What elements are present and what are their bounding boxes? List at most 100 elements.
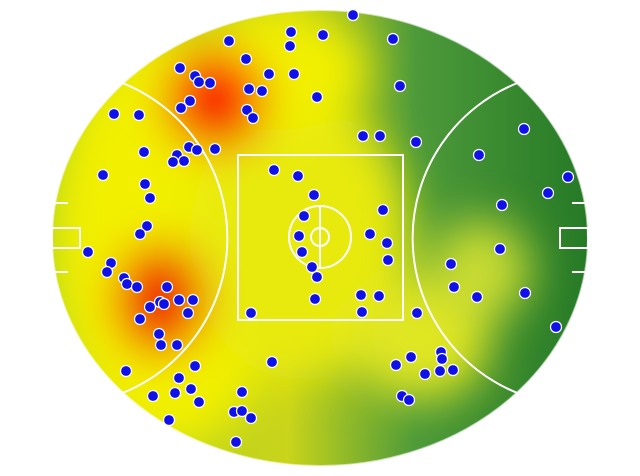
- point: [166, 155, 180, 169]
- point: [297, 209, 311, 223]
- field-lines: [51, 9, 589, 467]
- point: [229, 435, 243, 449]
- point: [354, 288, 368, 302]
- point: [310, 90, 324, 104]
- point: [262, 67, 276, 81]
- point: [190, 143, 204, 157]
- point: [137, 145, 151, 159]
- point: [255, 84, 269, 98]
- point: [143, 191, 157, 205]
- point: [162, 413, 176, 427]
- point: [208, 142, 222, 156]
- point: [160, 280, 174, 294]
- point: [168, 386, 182, 400]
- point: [152, 327, 166, 341]
- point: [346, 8, 360, 22]
- point: [291, 169, 305, 183]
- point: [172, 371, 186, 385]
- point: [404, 350, 418, 364]
- point: [363, 227, 377, 241]
- point: [81, 245, 95, 259]
- point: [154, 338, 168, 352]
- point: [381, 253, 395, 267]
- point: [493, 242, 507, 256]
- point: [355, 305, 369, 319]
- point: [310, 270, 324, 284]
- point: [376, 203, 390, 217]
- point: [143, 300, 157, 314]
- point: [472, 148, 486, 162]
- point: [177, 154, 191, 168]
- point: [119, 364, 133, 378]
- point: [140, 219, 154, 233]
- point: [284, 25, 298, 39]
- point: [410, 306, 424, 320]
- point: [186, 293, 200, 307]
- point: [184, 382, 198, 396]
- point: [447, 280, 461, 294]
- point: [235, 385, 249, 399]
- point: [188, 359, 202, 373]
- point: [549, 320, 563, 334]
- point: [222, 34, 236, 48]
- point: [265, 355, 279, 369]
- point: [292, 229, 306, 243]
- point: [246, 111, 260, 125]
- point: [203, 76, 217, 90]
- point: [132, 108, 146, 122]
- point: [174, 101, 188, 115]
- point: [380, 236, 394, 250]
- point: [470, 290, 484, 304]
- point: [372, 289, 386, 303]
- point: [287, 67, 301, 81]
- point: [192, 75, 206, 89]
- point: [316, 28, 330, 42]
- point: [402, 393, 416, 407]
- point: [283, 39, 297, 53]
- point: [435, 352, 449, 366]
- point: [235, 404, 249, 418]
- point: [240, 103, 254, 117]
- point: [172, 293, 186, 307]
- point: [389, 358, 403, 372]
- point: [244, 411, 258, 425]
- point: [495, 198, 509, 212]
- point: [444, 257, 458, 271]
- point: [561, 170, 575, 184]
- point: [133, 312, 147, 326]
- point: [157, 297, 171, 311]
- point: [138, 177, 152, 191]
- point: [100, 265, 114, 279]
- point: [192, 395, 206, 409]
- point: [307, 188, 321, 202]
- point: [120, 277, 134, 291]
- point: [183, 94, 197, 108]
- point: [107, 107, 121, 121]
- point: [305, 260, 319, 274]
- point: [267, 163, 281, 177]
- point: [308, 292, 322, 306]
- point: [295, 245, 309, 259]
- point: [242, 82, 256, 96]
- point: [146, 389, 160, 403]
- point: [418, 367, 432, 381]
- point: [181, 306, 195, 320]
- point: [541, 186, 555, 200]
- point: [133, 227, 147, 241]
- point: [393, 79, 407, 93]
- point: [446, 363, 460, 377]
- point: [239, 52, 253, 66]
- point: [409, 135, 423, 149]
- point: [173, 61, 187, 75]
- point: [517, 122, 531, 136]
- point: [96, 168, 110, 182]
- point: [386, 32, 400, 46]
- point: [244, 306, 258, 320]
- point: [170, 338, 184, 352]
- point: [373, 129, 387, 143]
- point: [518, 286, 532, 300]
- point: [356, 129, 370, 143]
- point: [433, 364, 447, 378]
